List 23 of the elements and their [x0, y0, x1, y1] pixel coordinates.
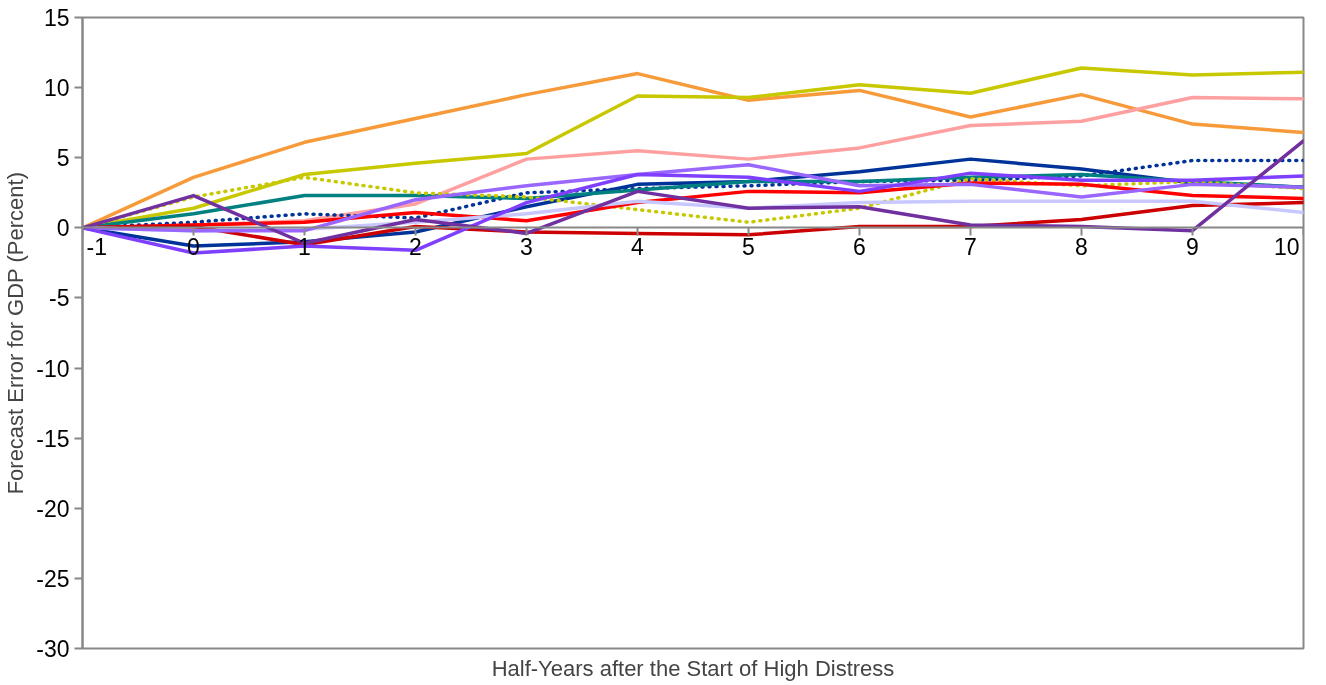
x-tick-label: 5	[742, 233, 755, 260]
y-tick-label: -30	[36, 636, 70, 662]
y-tick-label: 5	[56, 145, 70, 172]
x-axis-title: Half-Years after the Start of High Distress	[491, 655, 895, 681]
x-tick-label: 4	[631, 233, 645, 260]
x-tick-label: 6	[853, 233, 866, 260]
y-tick-label: 15	[43, 5, 70, 31]
y-tick-label: -20	[36, 495, 70, 522]
y-tick-label: -15	[36, 425, 70, 452]
x-tick-label: 8	[1075, 233, 1088, 260]
y-axis-title: Forecast Error for GDP (Percent)	[3, 172, 29, 495]
y-tick-label: 10	[43, 75, 70, 102]
line-series	[82, 171, 1304, 255]
x-tick-label: 3	[520, 233, 533, 260]
y-tick-label: -10	[36, 355, 70, 382]
x-tick-label: 9	[1186, 233, 1199, 260]
y-tick-label: -5	[49, 285, 70, 312]
x-tick-label: 1	[298, 233, 311, 260]
x-tick-label: -1	[86, 233, 107, 260]
y-tick-label: -25	[36, 565, 70, 592]
x-tick-label: 10	[1273, 233, 1300, 260]
x-tick-label: 7	[964, 233, 977, 260]
y-tick-label: 0	[56, 215, 70, 242]
